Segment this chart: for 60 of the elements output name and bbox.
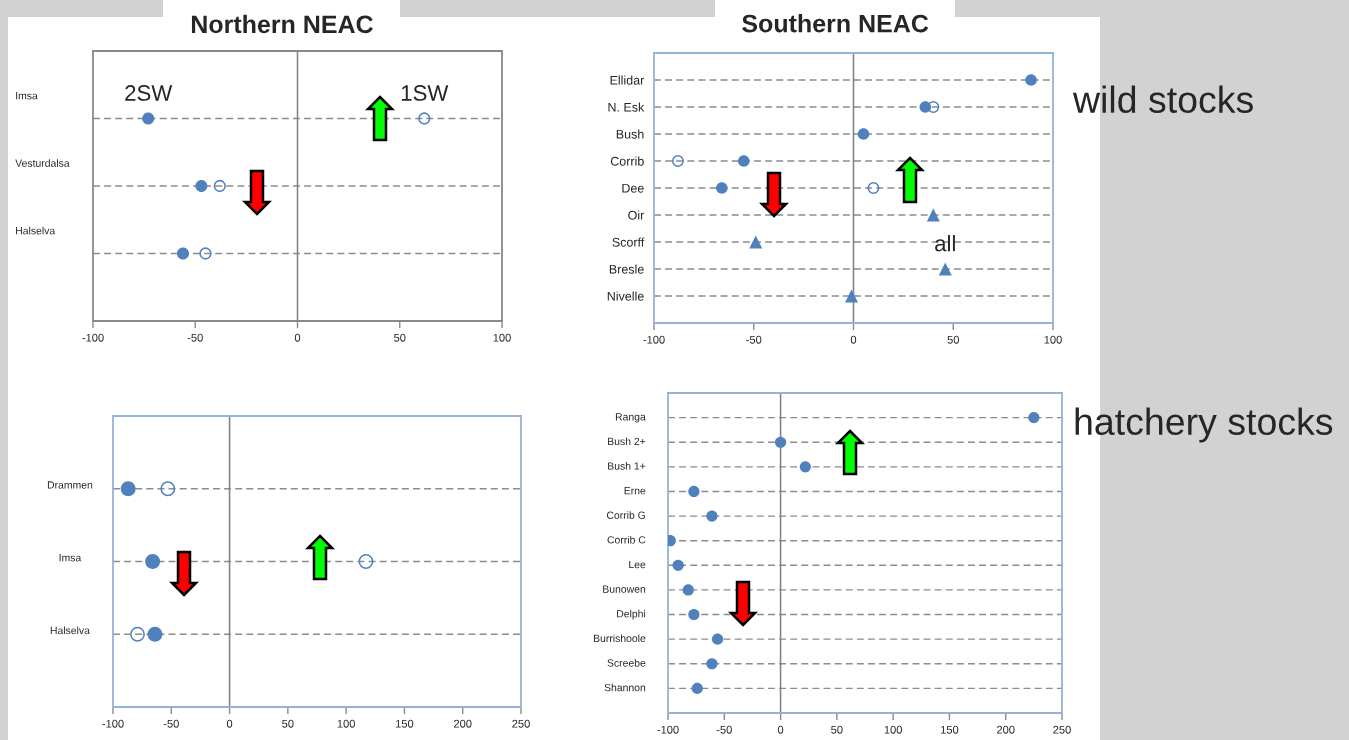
y-tick-label: Bush 2+: [608, 437, 646, 446]
annotation: all: [935, 235, 955, 252]
y-tick-label: Imsa: [16, 92, 38, 100]
text: wild stocks: [1072, 85, 1253, 114]
x-tick-label: 0: [777, 725, 784, 734]
y-tick-label: Ellidar: [610, 75, 645, 85]
x-tick-label: 50: [831, 725, 843, 734]
x-tick-label: -50: [163, 719, 179, 728]
y-tick-label: Nivelle: [607, 291, 644, 301]
y-tick-label: Screebe: [607, 658, 646, 667]
y-tick-label: Bunowen: [603, 585, 646, 593]
y-tick-label: Bush 1+: [608, 462, 646, 470]
text: hatchery stocks: [1075, 407, 1333, 443]
x-tick-label: -50: [187, 333, 203, 342]
y-tick-label: Burrishoole: [593, 634, 646, 643]
x-tick-label: 100: [884, 725, 902, 734]
x-tick-label: 0: [850, 335, 857, 344]
x-tick-label: 0: [294, 333, 301, 342]
y-tick-label: Bresle: [609, 264, 644, 274]
x-tick-label: -100: [657, 725, 679, 734]
y-tick-label: Corrib C: [607, 535, 646, 544]
x-tick-label: -100: [102, 719, 124, 728]
y-tick-label: Imsa: [59, 554, 82, 562]
x-tick-label: 50: [282, 719, 294, 728]
x-tick-label: -50: [716, 725, 732, 734]
annotation: 2SW: [125, 85, 173, 101]
x-tick-label: 250: [512, 719, 530, 728]
y-tick-label: Halselva: [50, 626, 90, 635]
x-tick-label: -100: [82, 333, 104, 342]
x-tick-label: 200: [454, 719, 472, 728]
y-tick-label: Halselva: [16, 226, 56, 235]
y-tick-label: Delphi: [617, 609, 646, 620]
x-tick-label: 200: [997, 725, 1015, 734]
y-tick-label: Vesturdalsa: [15, 159, 70, 167]
x-tick-label: -50: [746, 335, 762, 344]
annotation: 1SW: [401, 85, 449, 101]
x-tick-label: 100: [1044, 335, 1062, 344]
y-tick-label: Scorff: [612, 237, 645, 247]
x-tick-label: 150: [396, 719, 414, 728]
y-tick-label: Oir: [628, 210, 645, 220]
y-tick-label: Corrib G: [606, 511, 645, 519]
x-tick-label: -100: [643, 335, 665, 344]
chart-title: Southern NEAC: [742, 14, 929, 33]
y-tick-label: Bush: [616, 129, 644, 139]
y-tick-label: Erne: [624, 487, 646, 495]
x-tick-label: 100: [493, 333, 511, 342]
y-tick-label: Dee: [622, 183, 644, 193]
x-tick-label: 0: [226, 719, 233, 728]
y-tick-label: Lee: [629, 560, 646, 569]
x-tick-label: 100: [337, 719, 355, 728]
y-tick-label: Drammen: [47, 481, 93, 489]
y-tick-label: Corrib: [610, 156, 644, 166]
chart-title: Northern NEAC: [191, 14, 373, 34]
x-tick-label: 150: [941, 725, 959, 734]
x-tick-label: 250: [1053, 725, 1071, 734]
y-tick-label: Ranga: [615, 413, 646, 423]
y-tick-label: Shannon: [604, 683, 646, 692]
y-tick-label: N. Esk: [608, 102, 645, 112]
x-tick-label: 50: [394, 333, 406, 342]
x-tick-label: 50: [947, 335, 959, 344]
